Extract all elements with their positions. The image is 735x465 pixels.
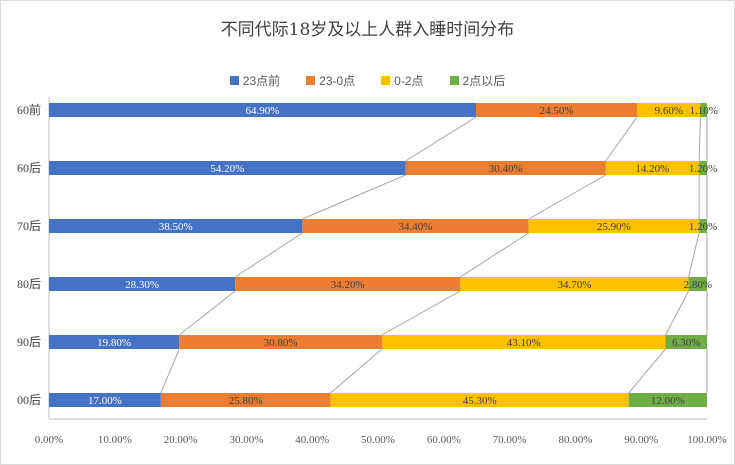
series-line bbox=[459, 232, 529, 278]
x-tick-label: 0.00% bbox=[35, 434, 63, 446]
legend-swatch-series-3 bbox=[449, 76, 459, 85]
bar-segment bbox=[49, 161, 406, 175]
data-label: 34.70% bbox=[557, 279, 591, 291]
x-tick-label: 40.00% bbox=[295, 434, 329, 446]
bar-segment bbox=[460, 277, 689, 291]
data-label: 34.20% bbox=[331, 279, 365, 291]
x-tick-label: 70.00% bbox=[493, 434, 527, 446]
category-label: 90后 bbox=[17, 335, 41, 349]
legend-swatch-series-2 bbox=[381, 76, 391, 85]
series-line bbox=[665, 290, 690, 336]
series-line bbox=[605, 116, 638, 162]
data-label: 17.00% bbox=[88, 395, 122, 407]
category-label: 60后 bbox=[17, 161, 41, 175]
data-label: 19.80% bbox=[97, 337, 131, 349]
data-label: 64.90% bbox=[246, 105, 280, 117]
bar-segment bbox=[688, 277, 707, 291]
data-label: 12.00% bbox=[651, 395, 685, 407]
data-label: 34.40% bbox=[399, 221, 433, 233]
legend-label-series-3: 2点以后 bbox=[462, 74, 506, 88]
series-line bbox=[178, 290, 236, 336]
bar-segment bbox=[381, 335, 666, 349]
bar-segment bbox=[49, 277, 236, 291]
legend-label-series-0: 23点前 bbox=[242, 74, 281, 88]
x-tick-label: 20.00% bbox=[164, 434, 198, 446]
bar-segment bbox=[628, 393, 707, 407]
bar-segment bbox=[476, 103, 638, 117]
data-label: 54.20% bbox=[210, 163, 244, 175]
legend-label-series-2: 0-2点 bbox=[394, 74, 424, 88]
x-tick-label: 60.00% bbox=[427, 434, 461, 446]
data-label: 1.10% bbox=[689, 105, 717, 117]
bar-segment bbox=[330, 393, 629, 407]
series-line bbox=[160, 348, 180, 394]
bar-segment bbox=[179, 335, 382, 349]
bar-segment bbox=[637, 103, 701, 117]
data-label: 1.20% bbox=[689, 163, 717, 175]
bar-segment bbox=[49, 393, 161, 407]
bar-segment bbox=[49, 103, 477, 117]
bar-segment bbox=[302, 219, 529, 233]
series-line bbox=[528, 174, 606, 220]
bar-segment bbox=[49, 219, 303, 233]
category-label: 60前 bbox=[17, 102, 41, 117]
data-label: 25.80% bbox=[229, 395, 263, 407]
legend-item-series-2: 0-2点 bbox=[381, 72, 424, 89]
bar-segment bbox=[605, 161, 700, 175]
x-tick-label: 30.00% bbox=[229, 434, 263, 446]
bar-segment bbox=[49, 335, 180, 349]
series-line bbox=[628, 348, 666, 394]
category-label: 70后 bbox=[17, 219, 41, 233]
x-tick-label: 50.00% bbox=[361, 434, 395, 446]
series-line bbox=[330, 348, 383, 394]
category-label: 00后 bbox=[17, 393, 41, 407]
legend: 23点前 23-0点 0-2点 2点以后 bbox=[1, 72, 734, 89]
bar-segment bbox=[699, 219, 707, 233]
bar-segment bbox=[700, 103, 707, 117]
legend-swatch-series-1 bbox=[306, 76, 316, 85]
bar-segment bbox=[528, 219, 700, 233]
series-line bbox=[688, 232, 700, 278]
data-label: 28.30% bbox=[125, 279, 159, 291]
data-label: 38.50% bbox=[159, 221, 193, 233]
data-label: 24.50% bbox=[540, 105, 574, 117]
legend-item-series-0: 23点前 bbox=[229, 72, 281, 89]
bar-segment bbox=[699, 161, 707, 175]
series-line bbox=[405, 116, 477, 162]
data-label: 9.60% bbox=[655, 105, 683, 117]
data-label: 45.30% bbox=[463, 395, 497, 407]
x-tick-label: 100.00% bbox=[687, 434, 726, 446]
legend-item-series-1: 23-0点 bbox=[306, 72, 355, 89]
data-label: 1.20% bbox=[689, 221, 717, 233]
data-label: 43.10% bbox=[507, 337, 541, 349]
x-tick-label: 90.00% bbox=[624, 434, 658, 446]
data-label: 14.20% bbox=[635, 163, 669, 175]
bar-segment bbox=[160, 393, 331, 407]
x-tick-label: 80.00% bbox=[558, 434, 592, 446]
series-line bbox=[698, 116, 701, 162]
series-line bbox=[234, 232, 303, 278]
bar-segment bbox=[235, 277, 461, 291]
x-tick-label: 10.00% bbox=[98, 434, 132, 446]
series-line bbox=[302, 174, 406, 220]
category-label: 80后 bbox=[17, 277, 41, 291]
data-label: 25.90% bbox=[597, 221, 631, 233]
data-label: 30.40% bbox=[489, 163, 523, 175]
data-label: 2.80% bbox=[684, 279, 712, 291]
bar-segment bbox=[665, 335, 707, 349]
legend-label-series-1: 23-0点 bbox=[319, 74, 356, 88]
legend-swatch-series-0 bbox=[229, 76, 239, 85]
series-line bbox=[381, 290, 461, 336]
legend-item-series-3: 2点以后 bbox=[449, 72, 506, 89]
bar-segment bbox=[405, 161, 606, 175]
data-label: 6.30% bbox=[672, 337, 700, 349]
data-label: 30.80% bbox=[264, 337, 298, 349]
chart-title: 不同代际18岁及以上人群入睡时间分布 bbox=[220, 20, 515, 40]
